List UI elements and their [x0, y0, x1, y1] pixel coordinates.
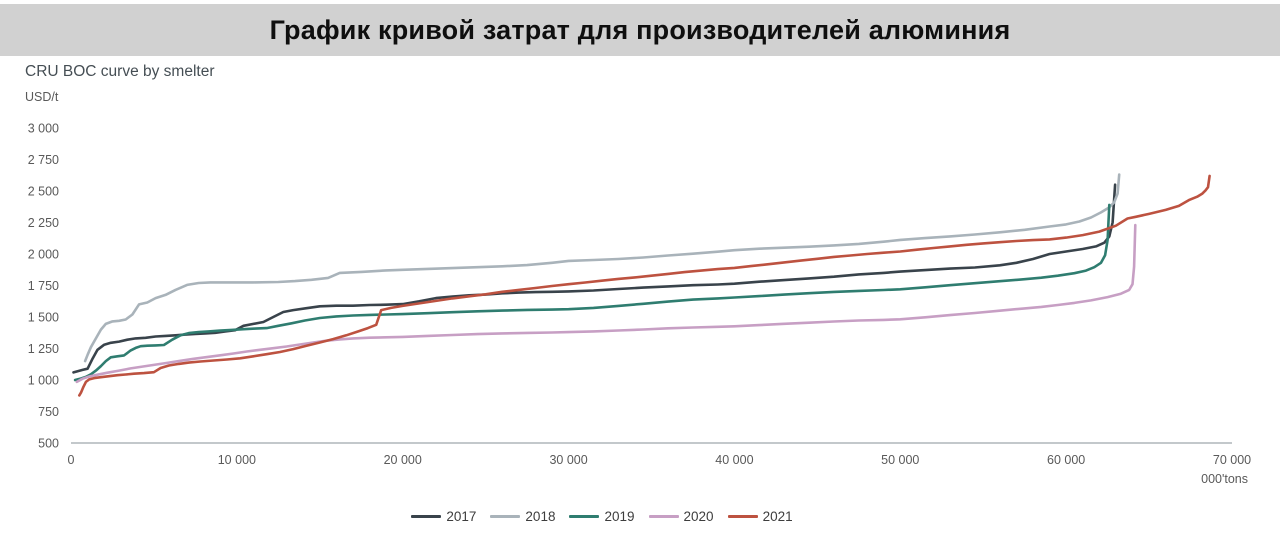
legend-item-2018: 2018 — [490, 509, 555, 524]
legend-swatch-2019 — [569, 514, 600, 518]
y-tick-label: 2 750 — [28, 153, 59, 167]
y-tick-label: 1 750 — [28, 279, 59, 293]
legend-label-2017: 2017 — [446, 508, 477, 524]
legend-label-2019: 2019 — [604, 508, 635, 524]
y-tick-label: 750 — [38, 405, 59, 419]
x-tick-label: 70 000 — [1213, 453, 1251, 467]
legend-label-2018: 2018 — [525, 508, 556, 524]
y-tick-label: 500 — [38, 437, 59, 451]
page-title: График кривой затрат для производителей … — [269, 14, 1011, 45]
legend-item-2017: 2017 — [411, 509, 476, 524]
x-axis-unit-label: 000'tons — [1201, 472, 1248, 486]
series-line-2017 — [72, 183, 1117, 374]
chart-legend: 2017 2018 2019 2020 2021 — [0, 505, 1242, 527]
legend-swatch-2020 — [648, 514, 679, 518]
legend-item-2020: 2020 — [648, 508, 714, 524]
legend-item-2019: 2019 — [569, 508, 635, 524]
y-tick-label: 1 000 — [28, 374, 59, 388]
legend-label-2021: 2021 — [762, 508, 793, 524]
series-line-2020 — [75, 223, 1137, 384]
y-tick-label: 1 500 — [28, 311, 59, 325]
y-tick-label: 2 000 — [28, 248, 59, 262]
legend-item-2021: 2021 — [727, 508, 793, 524]
y-tick-label: 3 000 — [28, 122, 59, 136]
x-tick-label: 30 000 — [549, 453, 587, 467]
series-line-2018 — [83, 173, 1121, 363]
y-axis-unit-label: USD/t — [25, 90, 59, 104]
y-tick-label: 2 500 — [28, 185, 59, 199]
series-line-2021 — [78, 174, 1211, 397]
x-tick-label: 10 000 — [218, 453, 256, 467]
x-tick-label: 20 000 — [384, 453, 422, 467]
x-tick-label: 40 000 — [715, 453, 753, 467]
legend-swatch-2021 — [727, 514, 758, 518]
title-bar: График кривой затрат для производителей … — [0, 4, 1280, 56]
legend-swatch-2017 — [411, 514, 442, 518]
series-line-2019 — [73, 203, 1111, 382]
x-tick-label: 50 000 — [881, 453, 919, 467]
x-tick-label: 0 — [68, 453, 75, 467]
chart-subtitle: CRU BOC curve by smelter — [25, 63, 215, 80]
legend-label-2020: 2020 — [683, 508, 714, 524]
y-tick-label: 2 250 — [28, 216, 59, 230]
legend-swatch-2018 — [490, 514, 521, 518]
x-tick-label: 60 000 — [1047, 453, 1085, 467]
y-tick-label: 1 250 — [28, 342, 59, 356]
